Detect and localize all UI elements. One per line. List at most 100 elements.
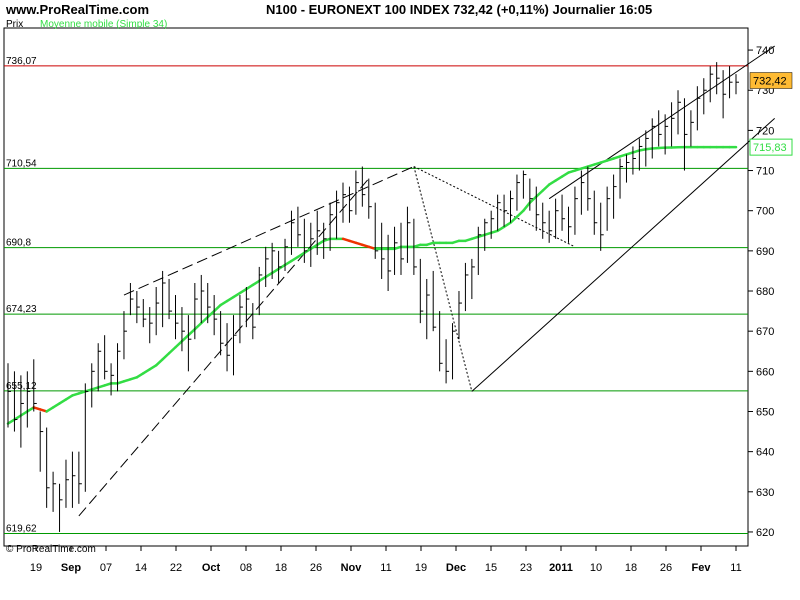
ohlc-bar-59	[387, 234, 392, 292]
ma-segment-42	[270, 267, 280, 275]
ohlc-bar-53	[348, 186, 353, 223]
ohlc-bar-56	[368, 178, 372, 219]
ohlc-bar-102	[664, 114, 669, 155]
ohlc-bar-82	[535, 186, 540, 231]
ma-segment-83	[535, 189, 544, 198]
ohlc-bar-23	[155, 287, 160, 336]
ma-segment-4	[26, 406, 36, 413]
ma-segment-80	[515, 209, 525, 218]
ohlc-bar-79	[516, 174, 520, 211]
xtick-label-18: 26	[660, 562, 672, 574]
xtick-label-13: 15	[485, 562, 497, 574]
ytick-label-660: 660	[756, 366, 774, 378]
ma-value-label: 715,83	[753, 142, 787, 154]
ohlc-bar-81	[529, 178, 533, 211]
ytick-label-720: 720	[756, 125, 774, 137]
ohlc-bar-36	[239, 295, 243, 344]
ohlc-bar-77	[503, 194, 508, 227]
ma-segment-28	[180, 333, 190, 343]
ytick-label-740: 740	[756, 45, 774, 57]
ohlc-bar-52	[342, 182, 347, 223]
ohlc-bar-48	[316, 210, 321, 255]
ohlc-bar-47	[310, 222, 314, 267]
ma-segment-10	[64, 394, 74, 401]
ohlc-bar-100	[651, 118, 656, 159]
value-tags: 732,42 715,83	[749, 72, 793, 156]
ohlc-bar-103	[671, 102, 675, 147]
ohlc-bar-43	[284, 238, 289, 271]
ohlc-bar-41	[271, 242, 276, 279]
ohlc-bar-2	[20, 375, 24, 448]
ohlc-bar-72	[471, 258, 475, 300]
ohlc-bar-99	[645, 130, 649, 167]
xtick-label-11: 19	[415, 562, 427, 574]
ohlc-bar-18	[123, 311, 127, 360]
ohlc-bars	[7, 62, 739, 532]
ohlc-bar-27	[181, 307, 185, 352]
ohlc-bar-16	[110, 363, 115, 396]
ohlc-bar-78	[510, 190, 514, 223]
ohlc-bar-75	[490, 210, 495, 239]
ohlc-bar-73	[477, 226, 482, 275]
legend-row: Prix Moyenne mobile (Simple 34)	[6, 19, 167, 30]
ohlc-bar-106	[690, 110, 694, 147]
ohlc-bar-6	[46, 427, 50, 508]
xtick-label-16: 10	[590, 562, 602, 574]
ohlc-bar-0	[7, 363, 11, 428]
ohlc-bar-71	[464, 262, 469, 312]
ohlc-bar-3	[26, 371, 31, 428]
ohlc-bar-86	[561, 194, 566, 231]
ohlc-bar-55	[361, 166, 366, 207]
level-label-0: 736,07	[6, 56, 37, 67]
trendline-1	[78, 178, 370, 517]
ma-segment-38	[245, 283, 255, 291]
ohlc-bar-92	[600, 202, 604, 251]
ohlc-bar-39	[258, 266, 263, 316]
level-label-2: 690,8	[6, 238, 31, 249]
ma-legend: Moyenne mobile (Simple 34)	[40, 19, 168, 30]
ma-segment-86	[554, 175, 564, 182]
ohlc-bar-40	[265, 246, 269, 287]
ohlc-bar-11	[78, 451, 82, 504]
ohlc-bar-93	[606, 186, 611, 231]
ohlc-bar-64	[419, 258, 424, 324]
trendline-5	[548, 45, 775, 200]
ma-segment-46	[296, 251, 306, 259]
ohlc-bar-83	[542, 202, 546, 239]
site-name[interactable]: www.ProRealTime.com	[6, 2, 150, 17]
ma-segment-84	[541, 183, 551, 192]
horizontal-levels: 736,07 710,54 690,8 674,23 655,12 619,62	[4, 56, 748, 534]
chart-title: N100 - EURONEXT 100 INDEX 732,42 (+0,11%…	[266, 2, 653, 17]
ma-segment-48	[309, 243, 319, 251]
ohlc-bar-44	[290, 210, 295, 255]
level-label-1: 710,54	[6, 158, 37, 169]
ma-segment-43	[277, 263, 287, 271]
ytick-label-620: 620	[756, 527, 774, 539]
ytick-label-680: 680	[756, 286, 774, 298]
copyright-notice: © ProRealTime.com	[6, 544, 96, 555]
moving-average-line	[6, 145, 738, 425]
xtick-label-10: 11	[380, 562, 391, 574]
ohlc-bar-38	[252, 303, 256, 340]
ytick-label-630: 630	[756, 487, 774, 499]
xtick-label-15: 2011	[549, 562, 573, 574]
ohlc-bar-49	[323, 222, 327, 259]
xtick-label-7: 18	[275, 562, 287, 574]
ohlc-bar-12	[84, 383, 89, 492]
ohlc-bar-57	[374, 202, 379, 259]
ohlc-bar-15	[104, 335, 108, 380]
ohlc-bar-94	[613, 174, 617, 219]
ohlc-bar-113	[735, 74, 739, 95]
xtick-label-20: 11	[730, 562, 741, 574]
ma-segment-45	[290, 255, 300, 263]
ma-segment-82	[528, 195, 538, 204]
ohlc-bar-108	[703, 78, 707, 115]
ohlc-bar-46	[303, 218, 308, 263]
xtick-label-3: 14	[135, 562, 147, 574]
ohlc-bar-96	[625, 154, 630, 183]
ytick-label-670: 670	[756, 326, 774, 338]
ohlc-bar-88	[574, 186, 578, 235]
ohlc-bar-105	[683, 98, 688, 171]
ohlc-bar-24	[162, 270, 166, 328]
